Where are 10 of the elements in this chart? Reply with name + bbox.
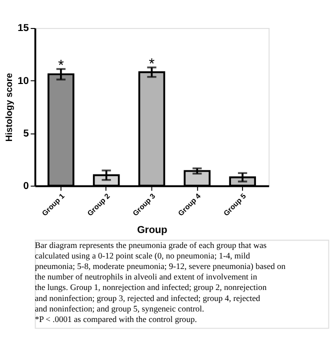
- y-tick-label: 10: [18, 76, 30, 87]
- x-axis-title: Group: [137, 225, 168, 236]
- y-axis-title: Histology score: [4, 72, 14, 142]
- y-tick-label: 5: [23, 128, 30, 140]
- annotation: *: [148, 56, 155, 72]
- text: *P < .0001 as compared with the control group.: [34, 314, 197, 324]
- text: Bar diagram represents the pneumonia grade of each group that was calculated using a 0-12 point scale (0, no pneumonia; 1-4, mild pneumonia; 5-8, moderate pneumonia; 9-12, severe pneumonia) based on the number of neutrophils in alveoli and extent of involvement in the lungs. Group 1, nonrejection and infected; group 2, nonrejection and noninfection; group 3, rejected and infected; group 4, rejected and noninfection; and group 5, syngeneic control.: [34, 240, 286, 314]
- y-tick-label: 0: [23, 180, 30, 192]
- y-tick-label: 15: [18, 23, 30, 34]
- annotation: *: [58, 58, 64, 74]
